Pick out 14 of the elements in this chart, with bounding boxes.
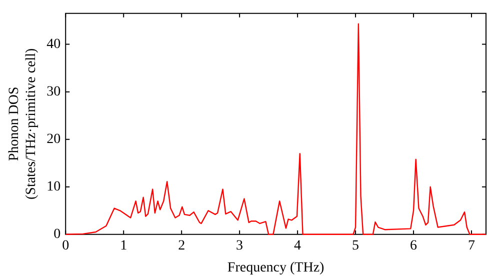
x-tick-label: 1 xyxy=(120,238,128,254)
y-tick-label: 40 xyxy=(46,36,61,52)
y-axis-title: Phonon DOS (States/THz·primitive cell) xyxy=(7,48,39,200)
y-tick-label: 20 xyxy=(46,132,61,148)
x-tick-label: 7 xyxy=(468,238,476,254)
x-tick-label: 2 xyxy=(178,238,186,254)
x-tick-label: 6 xyxy=(410,238,418,254)
y-tick-label: 10 xyxy=(46,180,61,195)
y-tick-label: 0 xyxy=(54,227,61,242)
x-axis-title: Frequency (THz) xyxy=(227,260,325,276)
x-tick-label: 3 xyxy=(236,238,244,254)
x-tick-label: 5 xyxy=(352,238,360,254)
x-tick-label: 4 xyxy=(294,238,302,254)
y-tick-label: 30 xyxy=(46,84,61,100)
